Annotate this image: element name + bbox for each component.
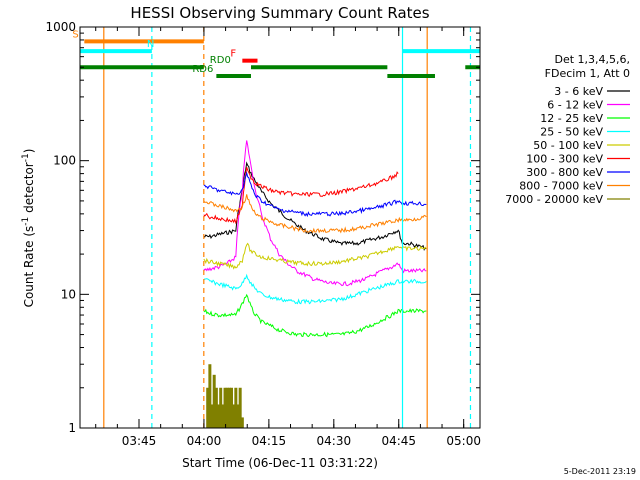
series-line-2 bbox=[203, 293, 427, 338]
x-tick-label: 04:45 bbox=[381, 434, 416, 448]
x-axis-label: Start Time (06-Dec-11 03:31:22) bbox=[182, 456, 378, 470]
series-line-6 bbox=[203, 171, 427, 218]
y-tick-label: 10 bbox=[61, 287, 76, 301]
plot-frame bbox=[79, 26, 481, 429]
legend-label: 25 - 50 keV bbox=[540, 126, 603, 139]
legend-label: 3 - 6 keV bbox=[554, 85, 603, 98]
state-label-f: F bbox=[230, 49, 236, 60]
series-line-0 bbox=[203, 161, 427, 251]
legend-label: 50 - 100 keV bbox=[533, 139, 603, 152]
legend-label: 7000 - 20000 keV bbox=[505, 193, 603, 206]
legend-title-line2: FDecim 1, Att 0 bbox=[545, 67, 630, 80]
chart-title: HESSI Observing Summary Count Rates bbox=[130, 4, 429, 22]
legend-title-line1: Det 1,3,4,5,6, bbox=[554, 53, 630, 66]
legend-label: 6 - 12 keV bbox=[547, 99, 603, 112]
series-line-3 bbox=[203, 273, 427, 305]
legend-label: 300 - 800 keV bbox=[526, 166, 603, 179]
x-tick-label: 03:45 bbox=[122, 434, 157, 448]
state-label-s: S bbox=[72, 29, 78, 40]
series-line-5 bbox=[203, 167, 399, 225]
x-tick-label: 04:30 bbox=[317, 434, 352, 448]
state-label-n: N bbox=[147, 39, 154, 50]
x-tick-label: 04:15 bbox=[252, 434, 287, 448]
footer-timestamp: 5-Dec-2011 23:19 bbox=[564, 467, 636, 476]
series-line-1 bbox=[203, 140, 427, 287]
legend-label: 100 - 300 keV bbox=[526, 153, 603, 166]
series-line-4 bbox=[203, 242, 427, 270]
y-tick-label: 1000 bbox=[45, 20, 76, 34]
y-tick-label: 1 bbox=[68, 421, 76, 435]
legend-label: 800 - 7000 keV bbox=[519, 180, 603, 193]
series-line-7 bbox=[203, 194, 427, 234]
state-label-rd0: RD0 bbox=[210, 55, 231, 66]
legend: Det 1,3,4,5,6, FDecim 1, Att 0 3 - 6 keV… bbox=[505, 53, 630, 206]
y-tick-label: 100 bbox=[53, 154, 76, 168]
x-tick-label: 05:00 bbox=[446, 434, 481, 448]
legend-label: 12 - 25 keV bbox=[540, 112, 603, 125]
state-label-rd6: RD6 bbox=[192, 64, 213, 75]
y-axis-label: Count Rate (s-1 detector-1) bbox=[21, 149, 36, 308]
x-tick-label: 04:00 bbox=[187, 434, 222, 448]
